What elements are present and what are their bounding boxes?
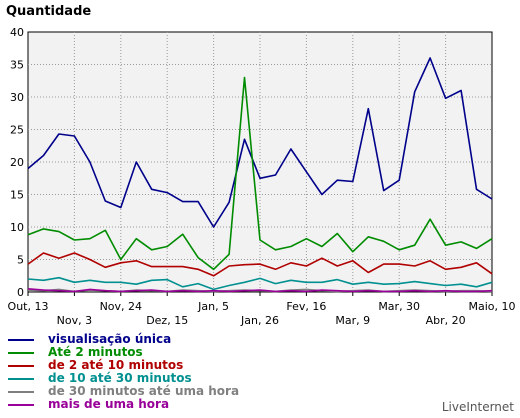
grid-lines [28,32,492,292]
x-tick-label: Mar, 30 [378,300,420,313]
y-tick-label: 5 [17,254,24,267]
y-tick-label: 30 [10,91,24,104]
legend-swatch [8,403,34,406]
legend-label: mais de uma hora [48,397,170,411]
x-tick-label: Jan, 5 [197,300,229,313]
legend-swatch [8,377,34,380]
x-tick-label: Maio, 10 [468,300,515,313]
y-tick-label: 20 [10,156,24,169]
legend-item: Até 2 minutos [8,346,308,359]
x-tick-label: Out, 13 [8,300,49,313]
x-tick-label: Dez, 15 [146,314,188,327]
y-tick-label: 40 [10,26,24,39]
legend-swatch [8,390,34,393]
y-tick-label: 0 [17,286,24,299]
x-tick-label: Mar, 9 [335,314,370,327]
legend-label: visualisação única [48,332,172,346]
legend-label: de 2 até 10 minutos [48,358,184,372]
legend-label: de 10 até 30 minutos [48,371,192,385]
chart: Quantidade 0 5 10 15 20 25 30 35 40 Out, 13 Nov, … [6,4,516,327]
y-axis-ticks: 0 5 10 15 20 25 30 35 40 [10,26,24,299]
y-tick-label: 10 [10,221,24,234]
legend-label: Até 2 minutos [48,345,143,359]
brand-label: LiveInternet [441,400,514,414]
series-line-2 [27,252,493,277]
y-tick-label: 35 [10,59,24,72]
legend-item: de 2 até 10 minutos [8,359,308,372]
series-line-1 [27,76,493,271]
legend-item: visualisação única [8,333,308,346]
series-line-0 [27,57,493,228]
x-tick-label: Nov, 3 [57,314,92,327]
x-tick-label: Fev, 16 [286,300,326,313]
legend-swatch [8,364,34,367]
y-tick-label: 15 [10,189,24,202]
legend-item: mais de uma hora [8,398,308,411]
x-tick-label: Jan, 26 [240,314,279,327]
legend-label: de 30 minutos até uma hora [48,384,240,398]
x-axis-ticks: Out, 13 Nov, 3 Nov, 24 Dez, 15 Jan, 5 Jan, 26… [8,292,516,327]
series-line-5 [27,288,493,293]
x-tick-label: Abr, 20 [426,314,466,327]
legend-swatch [8,338,34,341]
chart-title: Quantidade [6,4,91,19]
x-tick-label: Nov, 24 [100,300,142,313]
legend-swatch [8,351,34,354]
series-line-3 [27,276,493,291]
series-lines [27,57,493,293]
legend-item: de 10 até 30 minutos [8,372,308,385]
y-tick-label: 25 [10,124,24,137]
legend-item: de 30 minutos até uma hora [8,385,308,398]
legend: visualisação única Até 2 minutos de 2 até … [8,333,308,411]
